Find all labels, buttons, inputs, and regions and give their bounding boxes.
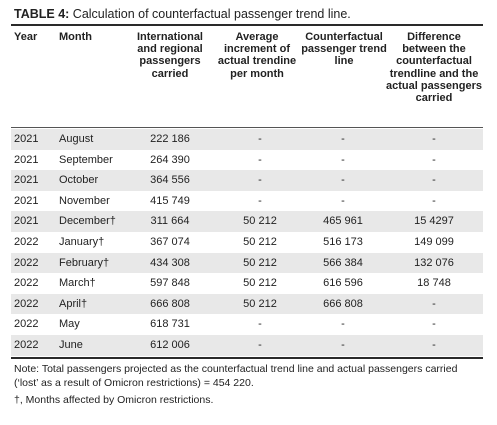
cell-difference: - [432,194,436,207]
cell-year: 2022 [14,236,39,248]
cell-average-increment: 50 212 [243,277,277,290]
cell-year: 2021 [14,174,39,187]
cell-average-increment: 50 212 [243,256,277,269]
cell-counterfactual: 566 384 [323,256,363,269]
cell-month: November [59,194,110,207]
table-row: 2022 January† 367 074 50 212 516 173 149 099 [11,232,483,253]
cell-month: May [59,318,80,331]
cell-passengers: 311 664 [150,215,190,228]
table-label: TABLE 4: [14,7,70,21]
table-row: 2022 April† 666 808 50 212 666 808 - [11,293,483,315]
cell-passengers: 597 848 [150,277,190,290]
cell-average-increment: 50 212 [243,236,277,248]
cell-year: 2021 [14,215,39,228]
table-row: 2021 August 222 186 - - - [11,129,483,150]
cell-average-increment: - [258,194,262,207]
cell-month: December† [59,215,116,228]
cell-month: March† [59,277,96,290]
cell-difference: - [432,297,436,310]
cell-passengers: 364 556 [150,174,190,187]
cell-average-increment: 50 212 [243,215,277,228]
cell-passengers: 666 808 [150,297,190,310]
cell-difference: - [432,153,436,166]
table-row: 2021 September 264 390 - - - [11,150,483,171]
header-counterfactual: Counterfactual passenger trend line [301,31,387,68]
cell-difference: 149 099 [414,236,454,248]
cell-average-increment: - [258,133,262,145]
cell-average-increment: - [258,318,262,331]
cell-counterfactual: 465 961 [323,215,363,228]
cell-counterfactual: - [341,174,345,187]
cell-passengers: 367 074 [150,236,190,248]
table-row: 2022 February† 434 308 50 212 566 384 132 076 [11,252,483,274]
cell-counterfactual: - [341,133,345,145]
cell-difference: - [432,339,436,351]
cell-year: 2021 [14,133,39,145]
cell-counterfactual: 616 596 [323,277,363,290]
cell-month: September [59,153,113,166]
cell-month: August [59,133,94,145]
header-year: Year [14,31,38,43]
cell-counterfactual: 516 173 [323,236,363,248]
header-month: Month [59,31,92,43]
cell-counterfactual: - [341,339,345,351]
header-average-increment: Average increment of actual trendine per… [217,31,297,80]
table-row: 2022 May 618 731 - - - [11,314,483,335]
cell-year: 2021 [14,194,39,207]
cell-difference: 18 748 [417,277,451,290]
header-rule [11,127,483,128]
cell-passengers: 415 749 [150,194,190,207]
table-title: Calculation of counterfactual passenger … [69,7,351,21]
cell-year: 2022 [14,256,39,269]
cell-month: October [59,174,99,187]
cell-difference: 15 4297 [414,215,454,228]
top-rule [11,24,483,26]
cell-counterfactual: - [341,153,345,166]
cell-passengers: 612 006 [150,339,190,351]
cell-difference: - [432,133,436,145]
cell-passengers: 434 308 [150,256,190,269]
cell-average-increment: - [258,339,262,351]
cell-month: April† [59,297,88,310]
cell-counterfactual: - [341,194,345,207]
table-row: 2021 October 364 556 - - - [11,170,483,191]
cell-difference: 132 076 [414,256,454,269]
table-caption: TABLE 4: Calculation of counterfactual p… [14,6,483,22]
cell-counterfactual: - [341,318,345,331]
table-row: 2022 March† 597 848 50 212 616 596 18 748 [11,273,483,294]
header-difference: Difference between the counterfactual tr… [386,31,482,105]
cell-month: February† [59,256,110,269]
cell-passengers: 264 390 [150,153,190,166]
cell-passengers: 618 731 [150,318,190,331]
table-row: 2021 November 415 749 - - - [11,191,483,212]
dagger-note: †, Months affected by Omicron restrictio… [14,394,214,406]
cell-year: 2022 [14,277,39,290]
header-passengers: International and regional passengers ca… [136,31,203,80]
cell-passengers: 222 186 [150,133,190,145]
table-row: 2021 December† 311 664 50 212 465 961 15 4297 [11,211,483,232]
cell-year: 2022 [14,339,39,351]
table-note: Note: Total passengers projected as the … [14,363,458,389]
cell-average-increment: 50 212 [243,297,277,310]
cell-difference: - [432,174,436,187]
bottom-rule [11,357,483,359]
cell-year: 2022 [14,318,39,331]
cell-year: 2022 [14,297,39,310]
cell-year: 2021 [14,153,39,166]
cell-average-increment: - [258,153,262,166]
cell-month: June [59,339,83,351]
table-row: 2022 June 612 006 - - - [11,335,483,356]
cell-month: January† [59,236,105,248]
cell-average-increment: - [258,174,262,187]
cell-difference: - [432,318,436,331]
cell-counterfactual: 666 808 [323,297,363,310]
